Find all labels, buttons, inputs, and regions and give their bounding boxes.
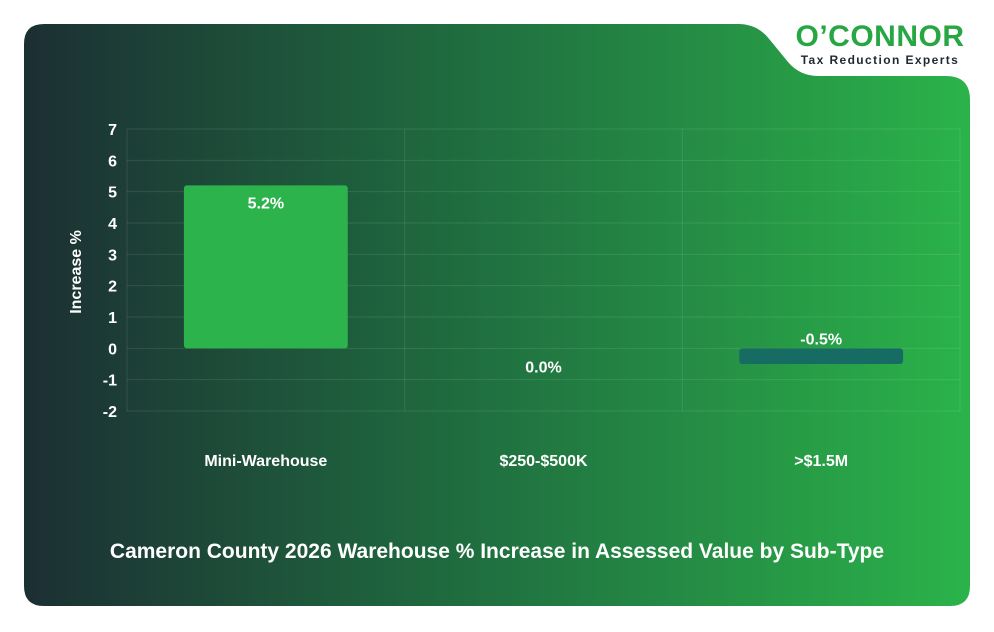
chart-title: Cameron County 2026 Warehouse % Increase…: [109, 540, 885, 563]
y-tick-label: -2: [103, 404, 117, 421]
labels: 7 6 5 4 3 2 1 0 -1 -2 5.2% Mini-Warehouse 0.0% $250-$…: [103, 122, 848, 470]
data-label: 5.2%: [248, 195, 284, 212]
bars: [183, 185, 904, 364]
y-tick-label: 2: [108, 279, 117, 296]
bar: [739, 348, 904, 364]
y-tick-label: 3: [108, 247, 117, 264]
data-label: -0.5%: [800, 331, 842, 348]
category-label: >$1.5M: [794, 453, 848, 470]
y-tick-label: 4: [108, 216, 117, 233]
y-tick-label: 6: [108, 153, 117, 170]
card-shape: [24, 24, 970, 606]
category-label: $250-$500K: [499, 453, 588, 470]
y-tick-label: 0: [108, 341, 117, 358]
y-tick-label: 7: [108, 122, 117, 139]
y-axis-label: Increase %: [68, 230, 85, 314]
y-tick-label: -1: [103, 373, 117, 390]
brand-logo: O’CONNOR Tax Reduction Experts: [776, 20, 986, 68]
y-tick-label: 5: [108, 185, 117, 202]
y-tick-label: 1: [108, 310, 117, 327]
bar: [183, 185, 348, 349]
data-label: 0.0%: [525, 359, 561, 376]
category-label: Mini-Warehouse: [204, 453, 327, 470]
brand-name: O’CONNOR: [795, 20, 965, 53]
brand-tagline: Tax Reduction Experts: [800, 53, 960, 67]
